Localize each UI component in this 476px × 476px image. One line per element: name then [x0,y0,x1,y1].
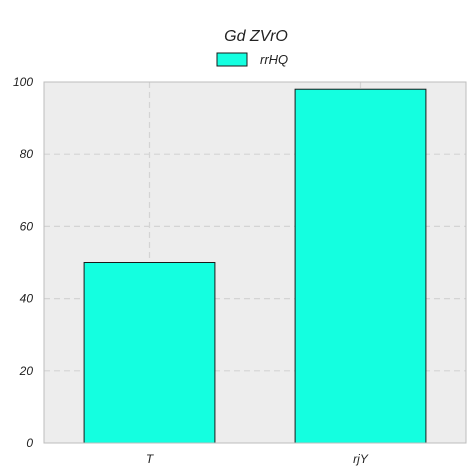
y-tick-label: 60 [20,219,34,233]
x-tick-label: rjY [353,452,369,466]
y-tick-label: 80 [20,147,34,161]
y-tick-label: 40 [20,292,34,306]
bars [83,88,427,444]
y-tick-label: 20 [19,364,34,378]
plot-frame [43,81,467,444]
legend: rrHQ [216,52,288,67]
y-tick-label: 100 [13,75,33,89]
chart-title: Gd ZVrO [224,28,288,45]
bar-T [83,262,216,444]
bar-rjY [294,88,427,444]
legend-label: rrHQ [260,52,288,67]
y-axis-ticks: 0 20 40 60 80 100 [13,75,33,450]
legend-swatch [216,52,248,67]
x-tick-label: T [146,452,155,466]
y-tick-label: 0 [26,436,33,450]
